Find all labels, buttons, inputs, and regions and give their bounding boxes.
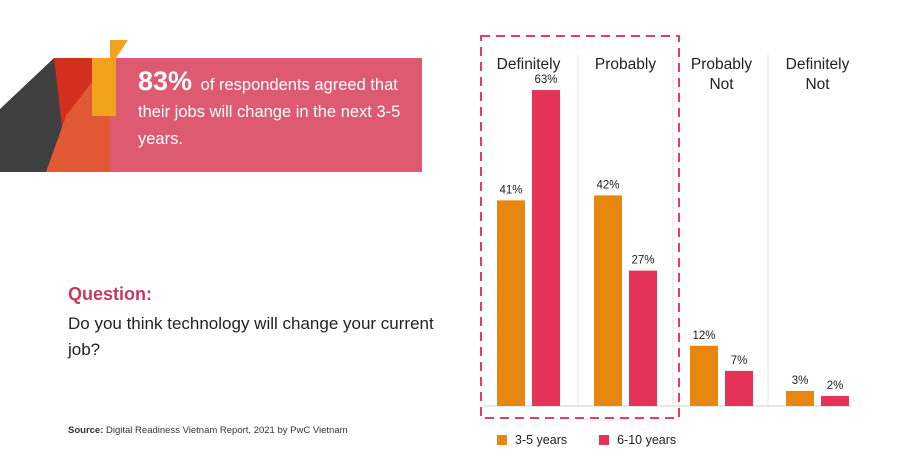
legend-item-3-5-years: 3-5 years (497, 433, 567, 447)
banner-background (0, 40, 422, 172)
category-label-0-0: Definitely (497, 56, 561, 73)
source-note: Source: Digital Readiness Vietnam Report… (68, 425, 348, 436)
bar-6-10-years-2 (725, 370, 753, 406)
banner-panel (60, 58, 422, 172)
data-label-6-10-years-2: 7% (731, 355, 748, 367)
banner-text: of respondents agreed that their jobs wi… (138, 76, 401, 148)
data-label-6-10-years-3: 2% (827, 380, 844, 392)
banner-highlight-value: 83% (138, 66, 193, 96)
legend-swatch-6-10-years (599, 435, 610, 445)
legend-swatch-3-5-years (497, 435, 507, 445)
accent-yellow-block (92, 58, 116, 116)
bar-3-5-years-0 (497, 200, 525, 406)
category-label-3-0: Definitely (786, 56, 850, 73)
chart-legend: 3-5 years 6-10 years (497, 433, 676, 447)
legend-label-3-5-years: 3-5 years (515, 433, 568, 447)
data-label-3-5-years-2: 12% (692, 330, 715, 342)
bar-3-5-years-1 (594, 195, 622, 406)
category-label-1-0: Probably (595, 56, 656, 73)
source-label: Source: (68, 425, 104, 436)
question-label: Question: (68, 284, 152, 304)
bar-6-10-years-3 (821, 395, 849, 406)
data-label-3-5-years-0: 41% (499, 184, 522, 196)
legend-item-6-10-years: 6-10 years (599, 433, 676, 447)
category-label-2-0: Probably (691, 56, 752, 73)
category-label-2-1: Not (709, 76, 734, 93)
data-label-6-10-years-1: 27% (631, 255, 654, 267)
highlight-box (480, 35, 680, 419)
banner-statement: 83% of respondents agreed that their job… (138, 68, 418, 153)
source-text: Digital Readiness Vietnam Report, 2021 b… (106, 425, 348, 436)
question-text: Do you think technology will change your… (68, 314, 434, 359)
bar-3-5-years-2 (690, 345, 718, 406)
accent-yellow-shape (110, 40, 128, 58)
data-label-3-5-years-1: 42% (596, 179, 619, 191)
data-label-3-5-years-3: 3% (792, 375, 809, 387)
legend-label-6-10-years: 6-10 years (617, 433, 677, 447)
bar-3-5-years-3 (786, 390, 814, 406)
data-label-6-10-years-0: 63% (534, 74, 557, 86)
bar-6-10-years-0 (532, 90, 560, 407)
category-label-3-1: Not (805, 76, 830, 93)
bar-6-10-years-1 (629, 270, 657, 406)
